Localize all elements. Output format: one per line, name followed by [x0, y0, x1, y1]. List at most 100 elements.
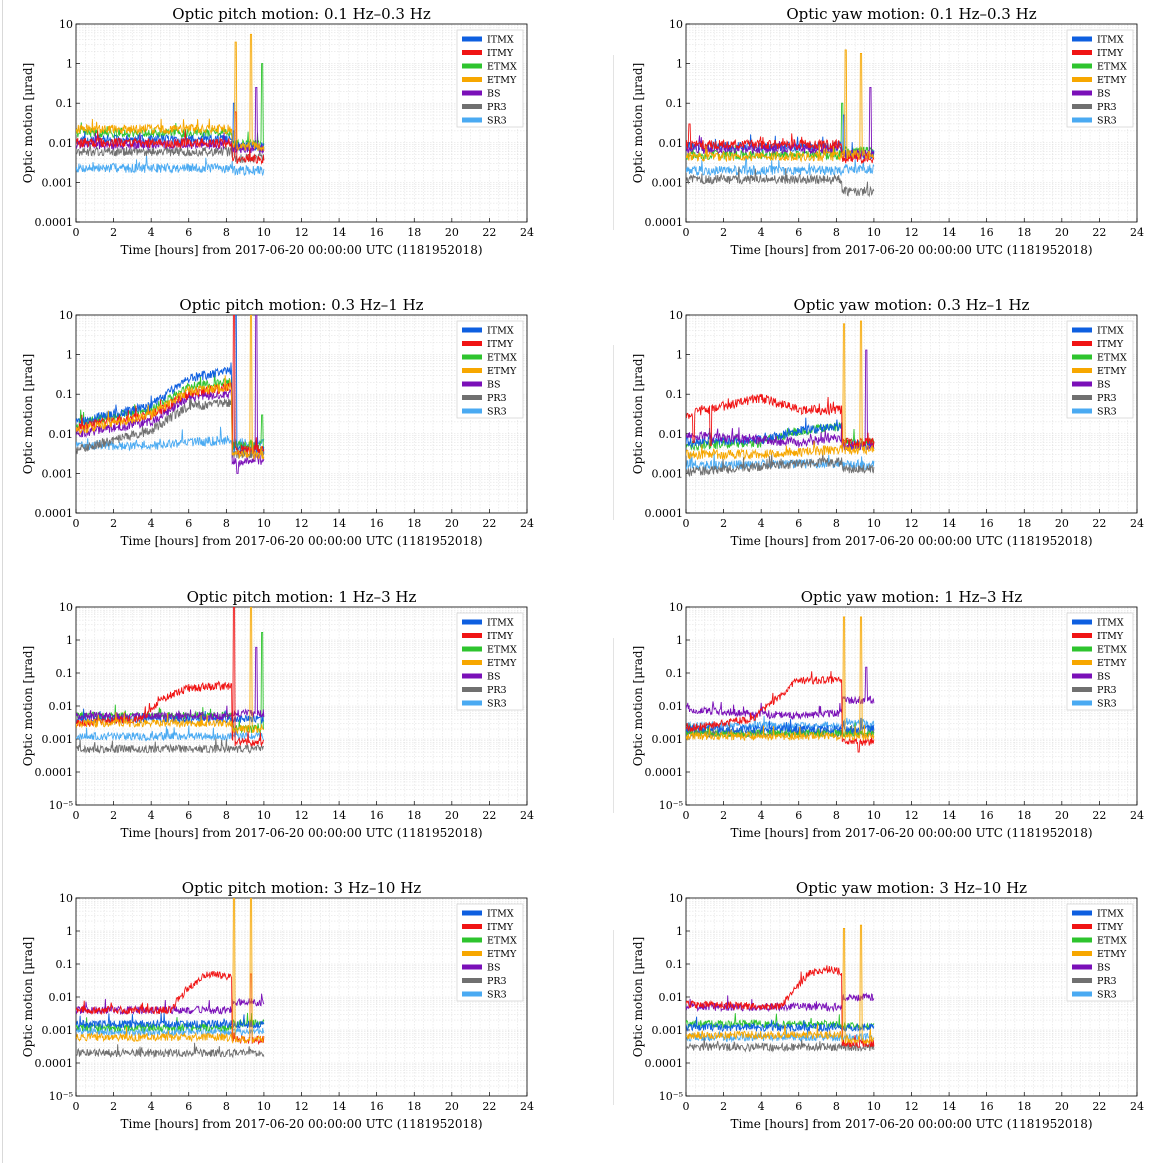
x-tick-label: 14 [332, 517, 346, 530]
y-tick-label: 0.01 [49, 991, 74, 1004]
legend-label-itmy: ITMY [1097, 922, 1124, 933]
legend-label-etmy: ETMY [1097, 949, 1127, 960]
x-tick-label: 18 [1017, 1100, 1031, 1113]
legend-swatch-sr3 [462, 408, 482, 414]
x-tick-label: 10 [257, 226, 271, 239]
x-tick-label: 8 [833, 1100, 840, 1113]
legend-swatch-etmy [462, 368, 482, 373]
y-tick-label: 10⁻⁵ [659, 799, 683, 812]
x-tick-label: 2 [720, 809, 727, 822]
x-tick-label: 8 [833, 226, 840, 239]
series-line-bs [76, 315, 265, 474]
chart-title: Optic pitch motion: 3 Hz–10 Hz [182, 879, 421, 897]
y-tick-label: 1 [676, 349, 683, 362]
legend-label-pr3: PR3 [1097, 393, 1117, 404]
series-line-pr3 [76, 738, 264, 754]
x-tick-label: 22 [1092, 517, 1106, 530]
legend-label-pr3: PR3 [487, 393, 507, 404]
legend-swatch-pr3 [462, 978, 482, 983]
y-axis-label: Optic motion [μrad] [631, 354, 645, 474]
legend-label-bs: BS [1097, 963, 1111, 974]
x-tick-label: 10 [257, 517, 271, 530]
x-tick-label: 0 [683, 1100, 690, 1113]
x-tick-label: 2 [720, 517, 727, 530]
y-tick-label: 0.01 [659, 700, 684, 713]
series-line-etmy [686, 320, 875, 461]
x-tick-label: 0 [73, 226, 80, 239]
legend-swatch-pr3 [462, 104, 482, 109]
x-tick-label: 16 [370, 226, 384, 239]
x-tick-label: 4 [148, 1100, 155, 1113]
legend-label-itmy: ITMY [487, 339, 514, 350]
chart-svg: Optic pitch motion: 3 Hz–10 Hz0 2 4 6 8 10 12 1… [21, 879, 534, 1131]
x-tick-label: 14 [942, 1100, 956, 1113]
x-tick-label: 6 [795, 809, 802, 822]
chart-pitch-3-10hz: Optic pitch motion: 3 Hz–10 Hz 0 2 4 6 8 10 12 1… [10, 876, 570, 1158]
x-axis-label: Time [hours] from 2017-06-20 00:00:00 UT… [120, 1117, 482, 1131]
x-tick-label: 14 [942, 809, 956, 822]
legend: ITMX ITMY ETMX ETMY BS PR3 SR3 [456, 612, 524, 711]
series-line-etmy [76, 898, 265, 1044]
x-tick-label: 4 [758, 809, 765, 822]
x-tick-label: 16 [980, 517, 994, 530]
y-tick-label: 0.0001 [645, 1057, 684, 1070]
x-tick-label: 18 [407, 226, 421, 239]
y-axis-label: Optic motion [μrad] [21, 646, 35, 766]
series-line-itmy [76, 111, 265, 165]
x-tick-label: 6 [795, 517, 802, 530]
legend-label-sr3: SR3 [1097, 990, 1117, 1001]
legend-label-etmx: ETMX [487, 936, 517, 947]
legend-label-sr3: SR3 [1097, 699, 1117, 710]
legend-swatch-itmy [462, 50, 482, 55]
legend-label-pr3: PR3 [487, 102, 507, 113]
legend-label-itmx: ITMX [1097, 618, 1124, 629]
y-tick-label: 0.001 [42, 467, 74, 480]
series-line-pr3 [76, 1042, 265, 1059]
series-line-etmy [76, 33, 265, 152]
x-tick-label: 20 [1055, 226, 1069, 239]
series-line-sr3 [686, 453, 875, 472]
legend-swatch-bs [462, 673, 482, 679]
y-tick-label: 0.01 [659, 991, 684, 1004]
y-tick-label: 0.001 [652, 176, 684, 189]
y-tick-label: 0.01 [49, 137, 74, 150]
legend-swatch-bs [1072, 673, 1092, 679]
x-tick-label: 12 [295, 226, 309, 239]
legend-swatch-bs [462, 964, 482, 970]
legend-swatch-itmy [462, 924, 482, 929]
x-tick-label: 4 [148, 226, 155, 239]
series-line-sr3 [686, 156, 875, 177]
x-tick-label: 4 [148, 809, 155, 822]
legend-swatch-etmx [462, 646, 482, 652]
x-axis-label: Time [hours] from 2017-06-20 00:00:00 UT… [120, 534, 482, 548]
legend-swatch-itmx [462, 327, 482, 333]
series-line-pr3 [686, 166, 875, 198]
legend-swatch-itmx [1072, 619, 1092, 625]
x-tick-label: 20 [1055, 1100, 1069, 1113]
series-group [686, 49, 875, 198]
series-group [76, 33, 265, 177]
x-tick-label: 12 [905, 1100, 919, 1113]
x-tick-label: 12 [905, 517, 919, 530]
legend-swatch-bs [462, 381, 482, 387]
y-tick-label: 0.0001 [35, 766, 74, 779]
chart-pitch-0.1-0.3hz: Optic pitch motion: 0.1 Hz–0.3 Hz 0 2 4 6 8 10… [10, 2, 570, 284]
chart-title: Optic yaw motion: 0.1 Hz–0.3 Hz [786, 5, 1036, 23]
legend-swatch-etmy [1072, 951, 1092, 956]
x-tick-label: 24 [520, 226, 534, 239]
series-line-etmy [686, 924, 875, 1045]
x-tick-label: 12 [295, 809, 309, 822]
legend-swatch-itmy [1072, 50, 1092, 55]
legend-swatch-etmx [462, 354, 482, 360]
y-tick-label: 0.01 [659, 428, 684, 441]
y-tick-label: 1 [66, 349, 73, 362]
chart-title: Optic pitch motion: 0.1 Hz–0.3 Hz [172, 5, 431, 23]
series-line-pr3 [686, 449, 875, 478]
legend-label-itmx: ITMX [487, 326, 514, 337]
legend-label-etmy: ETMY [487, 366, 517, 377]
y-tick-label: 10 [669, 18, 683, 31]
x-tick-label: 16 [370, 809, 384, 822]
y-tick-label: 10⁻⁵ [659, 1090, 683, 1103]
y-axis-label: Optic motion [μrad] [631, 63, 645, 183]
legend-swatch-sr3 [462, 117, 482, 123]
